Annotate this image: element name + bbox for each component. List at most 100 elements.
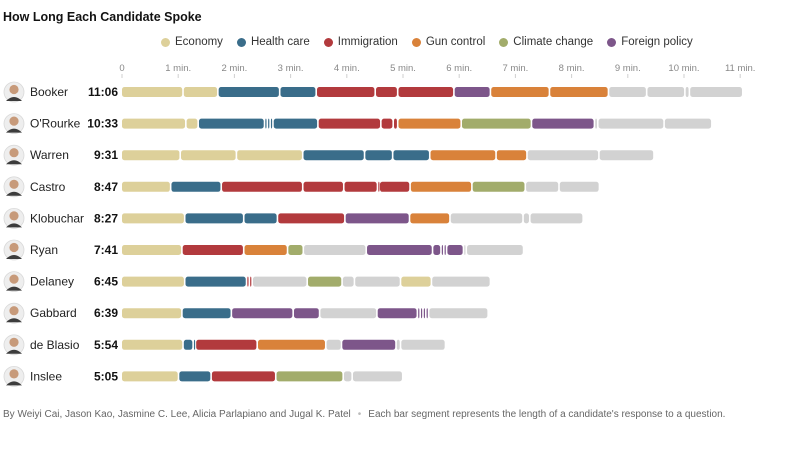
x-tick-label: 8 min. xyxy=(559,63,585,74)
legend-swatch-foreign-policy xyxy=(607,37,617,47)
bar-segment-economy: Economy xyxy=(181,150,236,161)
bar-segment-gun-control: Gun control xyxy=(244,245,287,255)
bar-segment-gun-control: Gun control xyxy=(491,87,549,97)
total-time: 5:54 xyxy=(94,338,118,352)
avatar-head xyxy=(9,369,19,379)
bar-segment-other: Other xyxy=(401,339,445,350)
bar-segment-climate-change: Climate change xyxy=(308,276,342,287)
avatar-icon xyxy=(3,81,25,103)
bar-segment-other: Other xyxy=(429,308,488,319)
bar-segment-foreign-policy: Foreign policy xyxy=(444,245,446,255)
x-tick-label: 0 xyxy=(119,63,124,74)
candidate-row-castro: Castro 8:47EconomyHealth careImmigrationI… xyxy=(3,176,599,198)
bar-segment-foreign-policy: Foreign policy xyxy=(532,118,594,129)
legend-label: Health care xyxy=(250,36,310,48)
avatar-head xyxy=(9,116,19,126)
x-axis: 0 1 min. 2 min. 3 min. 4 min. 5 min. 6 min. 7 m… xyxy=(119,63,755,78)
total-time: 8:27 xyxy=(94,211,118,225)
avatar-body xyxy=(6,349,22,354)
candidate-row-ryan: Ryan 7:41 EconomyImmigrationGun controlCli… xyxy=(3,239,523,261)
bar-segment-health-care: Health care xyxy=(365,150,392,161)
footer: By Weiyi Cai, Jason Kao, Jasmine C. Lee,… xyxy=(3,409,725,420)
bar-segment-health-care: Health care xyxy=(218,87,279,97)
avatar-head xyxy=(9,242,19,253)
bar-segment-climate-change: Climate change xyxy=(462,118,531,129)
bar-segment-gun-control: Gun control xyxy=(258,339,325,350)
avatar-icon xyxy=(3,207,25,229)
bar-segment-health-care: Health care xyxy=(273,118,318,129)
bar-segment-foreign-policy: Foreign policy xyxy=(441,245,443,255)
legend-item-climate-change: Climate change xyxy=(499,36,593,48)
candidate-name: O'Rourke xyxy=(30,117,81,131)
candidate-name: Ryan xyxy=(30,243,58,257)
bar-segment-health-care: Health care xyxy=(183,339,193,350)
bar-segment-other: Other xyxy=(530,213,583,224)
candidate-name: Klobuchar xyxy=(30,211,84,225)
bar-segment-immigration: Immigration xyxy=(379,181,410,192)
bar-segment-other: Other xyxy=(355,276,400,287)
byline: By Weiyi Cai, Jason Kao, Jasmine C. Lee,… xyxy=(3,409,351,420)
footer-separator: • xyxy=(357,409,362,420)
bar-segment-health-care: Health care xyxy=(265,118,267,129)
bar-segment-foreign-policy: Foreign policy xyxy=(293,308,319,319)
legend-swatch-gun-control xyxy=(411,37,421,47)
legend-label: Foreign policy xyxy=(621,36,693,48)
bar-segment-other: Other xyxy=(432,276,490,287)
bar-segment-foreign-policy: Foreign policy xyxy=(433,245,441,255)
legend-item-health-care: Health care xyxy=(236,36,310,48)
bar-segment-gun-control: Gun control xyxy=(550,87,608,97)
avatar-head xyxy=(9,148,19,158)
bar-segment-economy: Economy xyxy=(186,118,198,129)
bar-segment-other: Other xyxy=(595,118,597,129)
bar-segment-immigration: Immigration xyxy=(398,87,454,97)
candidate-name: Delaney xyxy=(30,275,74,289)
candidate-name: Warren xyxy=(30,148,69,162)
avatar-body xyxy=(6,255,22,259)
avatar-icon xyxy=(3,113,25,134)
bar-segment-other: Other xyxy=(396,339,400,350)
bar-segment-immigration: Immigration xyxy=(182,245,243,255)
bar-segment-health-care: Health care xyxy=(244,213,277,224)
avatar-icon xyxy=(3,302,25,324)
bar-segment-health-care: Health care xyxy=(182,308,231,319)
bar-segment-immigration: Immigration xyxy=(378,181,380,192)
bar-segment-health-care: Health care xyxy=(171,181,221,192)
bar-segment-health-care: Health care xyxy=(198,118,264,129)
candidate-name: Booker xyxy=(30,85,68,99)
x-tick-label: 1 min. xyxy=(165,63,191,74)
bar-segment-economy: Economy xyxy=(122,276,184,287)
x-tick-label: 10 min. xyxy=(668,63,699,74)
bar-segment-immigration: Immigration xyxy=(250,276,252,287)
bar-segment-other: Other xyxy=(599,150,654,161)
avatar-head xyxy=(9,179,19,189)
bar-segment-economy: Economy xyxy=(122,150,180,161)
avatar-icon xyxy=(3,271,25,293)
legend-label: Climate change xyxy=(513,36,594,48)
chart-plot: 0 1 min. 2 min. 3 min. 4 min. 5 min. 6 min. 7 m… xyxy=(3,63,755,387)
total-time: 5:05 xyxy=(94,369,118,383)
avatar-body xyxy=(6,160,22,165)
avatar-icon xyxy=(3,144,25,166)
avatar-body xyxy=(6,128,22,133)
bar-segment-other: Other xyxy=(320,308,377,319)
candidate-name: Gabbard xyxy=(30,306,77,320)
bar-segment-other: Other xyxy=(343,371,352,382)
bar-segment-other: Other xyxy=(252,276,307,287)
candidate-row-booker: Booker 11:06EconomyEconomyHealth careHeal… xyxy=(3,81,742,103)
bar-segment-foreign-policy: Foreign policy xyxy=(447,245,463,255)
legend-swatch-climate-change xyxy=(499,37,509,47)
bar-segment-other: Other xyxy=(304,245,366,255)
bar-segment-economy: Economy xyxy=(122,245,182,255)
bar-segment-other: Other xyxy=(559,181,599,192)
bar-segment-climate-change: Climate change xyxy=(276,371,343,382)
bar-segment-other: Other xyxy=(598,118,664,129)
bar-segment-health-care: Health care xyxy=(303,150,364,161)
candidate-name: Castro xyxy=(30,180,66,194)
x-tick-label: 3 min. xyxy=(278,63,304,74)
avatar-head xyxy=(9,274,19,284)
bar-segment-economy: Economy xyxy=(122,213,184,224)
avatar-icon xyxy=(3,334,25,356)
bar-segment-immigration: Immigration xyxy=(381,118,393,129)
bar-segment-gun-control: Gun control xyxy=(430,150,496,161)
avatar-head xyxy=(9,306,19,316)
